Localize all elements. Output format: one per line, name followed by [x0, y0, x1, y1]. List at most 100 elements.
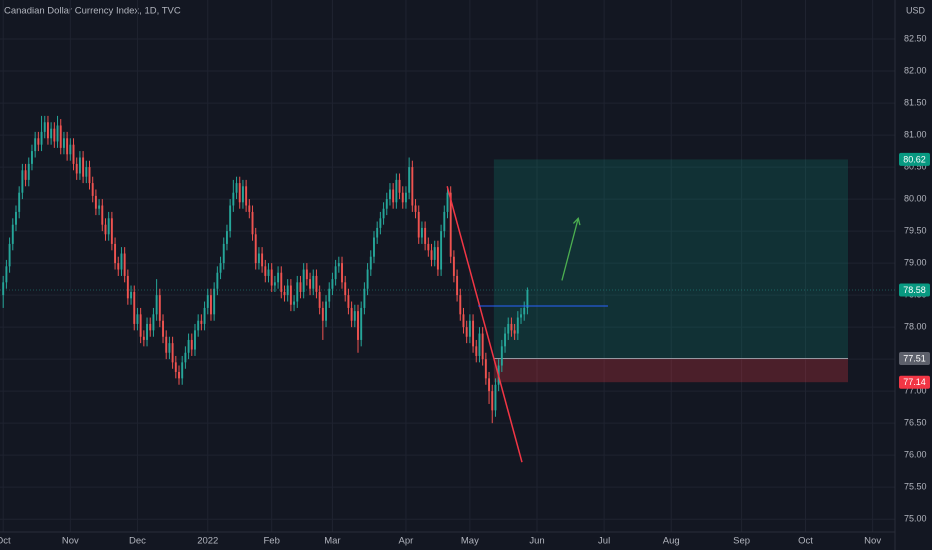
candle-body — [267, 269, 270, 276]
candle-body — [369, 256, 372, 270]
candle-body — [446, 192, 449, 212]
profit-zone — [493, 159, 849, 359]
candle-body — [15, 211, 17, 225]
candle-body — [360, 307, 363, 340]
candle-body — [120, 253, 123, 270]
candle-body — [411, 167, 414, 206]
candle-body — [459, 295, 462, 315]
candle-body — [178, 371, 180, 379]
candle-body — [136, 314, 139, 324]
candle-body — [152, 314, 155, 331]
candle-body — [126, 275, 129, 299]
candle-body — [210, 295, 212, 315]
candle-body — [21, 170, 24, 193]
candle-body — [53, 128, 56, 142]
x-tick-label: Apr — [399, 536, 414, 547]
candle-body — [254, 234, 257, 264]
candle-body — [286, 285, 289, 296]
candle-body — [114, 243, 117, 264]
y-tick-label: 75.00 — [904, 514, 927, 524]
x-tick-label: Dec — [129, 536, 146, 547]
candle-body — [43, 122, 46, 132]
candle-body — [174, 362, 177, 372]
candle-body — [165, 336, 168, 353]
candle-body — [194, 330, 196, 350]
candle-body — [222, 243, 225, 264]
candle-body — [277, 272, 280, 283]
candle-body — [488, 378, 491, 392]
candle-body — [504, 333, 506, 347]
candle-body — [27, 163, 30, 180]
candle-body — [404, 192, 407, 203]
candle-body — [219, 263, 222, 273]
y-tick-label: 78.00 — [904, 322, 927, 332]
candle-body — [334, 266, 337, 280]
candle-body — [331, 279, 334, 289]
x-tick-label: Nov — [62, 536, 79, 547]
candle-body — [155, 295, 158, 315]
x-tick-label: Jun — [529, 536, 544, 547]
x-tick-label: Nov — [864, 536, 881, 547]
candle-body — [117, 263, 120, 270]
candle-body — [162, 320, 164, 337]
candle-body — [337, 263, 340, 267]
candle-body — [229, 205, 232, 232]
candle-body — [78, 157, 81, 174]
y-tick-label: 81.00 — [904, 129, 927, 139]
candle-body — [414, 205, 417, 212]
candle-body — [85, 167, 88, 177]
candle-body — [232, 192, 235, 206]
candle-body — [40, 131, 43, 145]
candle-body — [443, 211, 446, 232]
candle-body — [130, 291, 133, 299]
candle-body — [18, 192, 21, 212]
y-tick-label: 75.50 — [904, 482, 927, 492]
candle-body — [123, 253, 126, 276]
candle-body — [452, 256, 455, 276]
candle-body — [389, 189, 391, 200]
candle-body — [149, 323, 152, 331]
loss-zone — [493, 358, 849, 383]
candle-body — [526, 290, 529, 308]
candle-body — [94, 195, 97, 209]
price-tag-label: 77.14 — [903, 377, 926, 387]
candle-body — [357, 311, 359, 340]
price-tag — [899, 375, 930, 389]
candle-body — [110, 218, 113, 244]
candle-body — [353, 311, 356, 321]
x-tick-label: Mar — [324, 536, 340, 547]
candle-body — [312, 275, 315, 289]
candle-body — [366, 269, 369, 289]
candle-body — [168, 343, 171, 353]
candle-body — [472, 320, 475, 347]
candle-body — [417, 211, 420, 238]
candle-body — [379, 218, 382, 228]
candle-body — [107, 218, 110, 235]
candle-body — [133, 291, 136, 324]
price-tag-label: 77.51 — [903, 353, 926, 363]
candle-body — [264, 266, 267, 276]
candle-body — [59, 125, 62, 148]
price-tag — [899, 283, 930, 297]
candle-body — [146, 323, 148, 340]
y-tick-label: 81.50 — [904, 97, 927, 107]
candle-body — [475, 346, 478, 356]
candle-body — [225, 231, 228, 244]
candle-body — [46, 122, 49, 139]
candle-body — [206, 295, 209, 308]
x-tick-label: May — [461, 536, 479, 547]
candle-body — [392, 189, 395, 203]
candle-body — [325, 301, 327, 321]
candle-body — [241, 186, 244, 203]
candle-body — [420, 227, 423, 238]
candle-body — [251, 211, 254, 235]
candle-body — [305, 269, 308, 280]
candle-body — [484, 359, 487, 379]
candle-body — [245, 186, 248, 206]
candle-body — [491, 391, 494, 411]
x-tick-label: Feb — [264, 536, 280, 547]
y-tick-label: 77.00 — [904, 386, 927, 396]
candle-body — [398, 179, 401, 193]
candle-body — [34, 138, 37, 152]
